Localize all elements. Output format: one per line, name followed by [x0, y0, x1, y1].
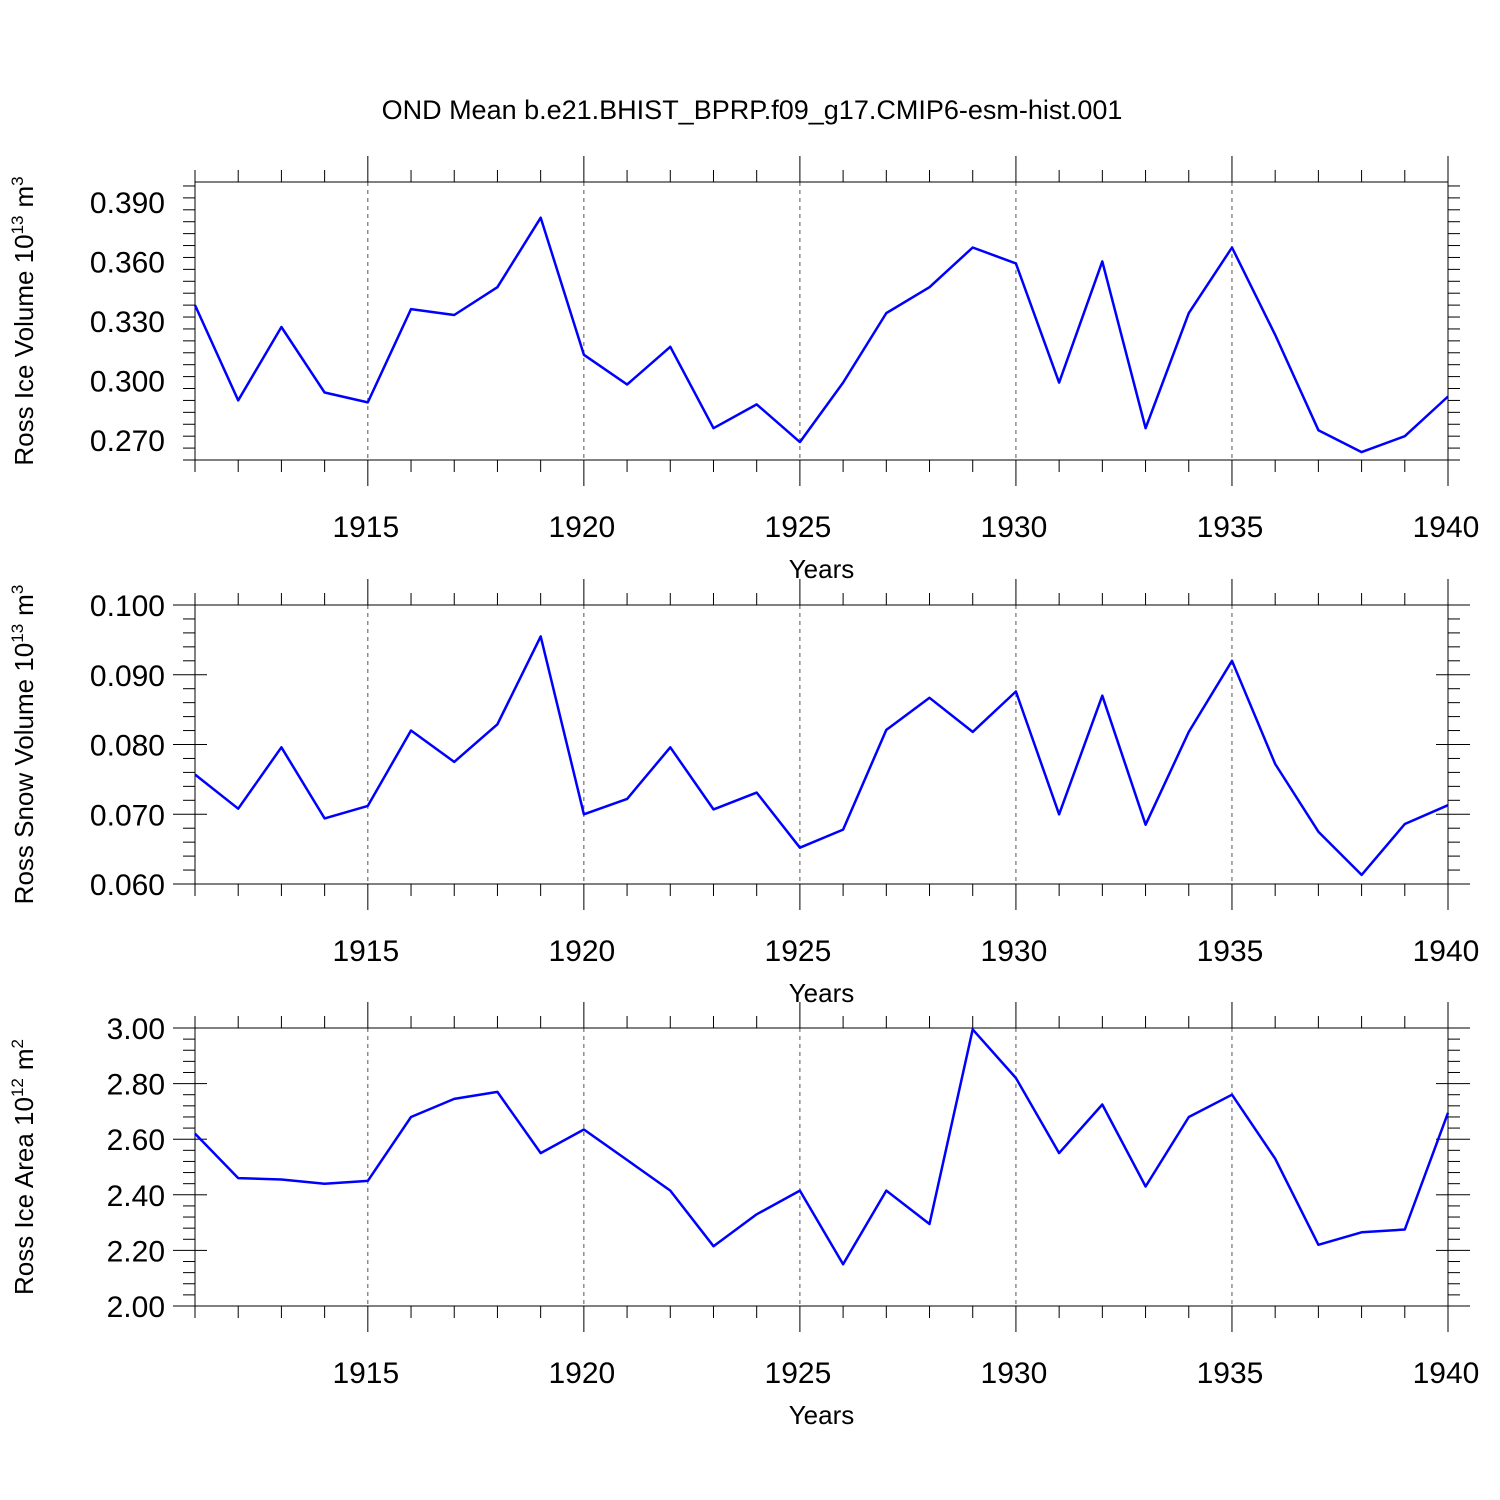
- x-tick-label: 1915: [332, 1357, 399, 1390]
- plot-frame: [194, 1027, 1449, 1307]
- x-tick-label: 1940: [1413, 935, 1480, 968]
- x-tick-label: 1935: [1197, 511, 1264, 544]
- series-line: [194, 635, 1449, 877]
- x-tick-label: 1920: [548, 935, 615, 968]
- y-axis-title: Ross Snow Volume 1013 m3: [8, 585, 39, 905]
- y-axis-title-superscript: 12: [8, 1078, 27, 1097]
- y-tick-label: 2.20: [107, 1235, 165, 1268]
- y-axis-title-text: Ross Ice Volume 10: [9, 234, 39, 465]
- x-tick-label: 1930: [981, 511, 1048, 544]
- y-axis-title-superscript: 3: [8, 176, 27, 185]
- x-tick-label: 1920: [548, 511, 615, 544]
- y-axis-title-superscript: 13: [8, 215, 27, 234]
- y-tick-label: 0.360: [90, 246, 165, 279]
- y-axis-title-superscript: 3: [8, 585, 27, 594]
- x-axis-title: Years: [789, 1400, 855, 1430]
- x-tick-label: 1925: [765, 935, 832, 968]
- y-axis-title-text: Ross Snow Volume 10: [9, 643, 39, 905]
- x-tick-label: 1925: [765, 1357, 832, 1390]
- figure-title: OND Mean b.e21.BHIST_BPRP.f09_g17.CMIP6-…: [382, 95, 1123, 125]
- y-tick-label: 2.60: [107, 1124, 165, 1157]
- x-tick-label: 1935: [1197, 1357, 1264, 1390]
- y-axis-title-text: Ross Ice Area 10: [9, 1097, 39, 1295]
- y-tick-label: 0.070: [90, 799, 165, 832]
- y-tick-label: 0.390: [90, 187, 165, 220]
- y-tick-label: 3.00: [107, 1013, 165, 1046]
- chart-panel: 1915 1920 1925 1930 1935 1940 0.270 0.300 0.330 0…: [8, 156, 1479, 584]
- y-tick-label: 0.330: [90, 306, 165, 339]
- y-tick-label: 0.300: [90, 366, 165, 399]
- series-line: [193, 216, 1449, 454]
- y-axis-title-superscript: 2: [8, 1039, 27, 1048]
- y-tick-label: 2.40: [107, 1180, 165, 1213]
- y-axis-title-text: m: [9, 186, 39, 208]
- panels: 1915 1920 1925 1930 1935 1940 0.270 0.300 0.330 0…: [8, 156, 1479, 1430]
- y-axis-title: Ross Ice Area 1012 m2: [8, 1039, 39, 1295]
- x-tick-label: 1920: [548, 1357, 615, 1390]
- y-tick-label: 0.080: [90, 730, 165, 763]
- plot-frame: [194, 181, 1449, 461]
- x-tick-label: 1930: [981, 935, 1048, 968]
- x-axis-title: Years: [789, 554, 855, 584]
- x-tick-label: 1935: [1197, 935, 1264, 968]
- x-tick-label: 1915: [332, 935, 399, 968]
- x-tick-label: 1930: [981, 1357, 1048, 1390]
- y-axis-title-text: m: [9, 594, 39, 616]
- y-tick-label: 0.270: [90, 425, 165, 458]
- y-tick-label: 2.00: [107, 1291, 165, 1324]
- x-tick-label: 1940: [1413, 511, 1480, 544]
- y-tick-label: 0.100: [90, 590, 165, 623]
- y-axis-title-text: m: [9, 1048, 39, 1070]
- y-axis-title: Ross Ice Volume 1013 m3: [8, 176, 39, 465]
- y-tick-label: 0.060: [90, 869, 165, 902]
- chart-panel: 1915 1920 1925 1930 1935 1940 0.060 0.070 0.080 0…: [8, 579, 1479, 1008]
- x-tick-label: 1925: [765, 511, 832, 544]
- chart-panel: 1915 1920 1925 1930 1935 1940 2.00 2.20 2.40 2.60…: [8, 1002, 1479, 1430]
- x-tick-label: 1915: [332, 511, 399, 544]
- x-axis-title: Years: [789, 978, 855, 1008]
- x-tick-label: 1940: [1413, 1357, 1480, 1390]
- y-tick-label: 2.80: [107, 1069, 165, 1102]
- y-tick-label: 0.090: [90, 660, 165, 693]
- series-line: [194, 1028, 1450, 1266]
- y-axis-title-superscript: 13: [8, 624, 27, 643]
